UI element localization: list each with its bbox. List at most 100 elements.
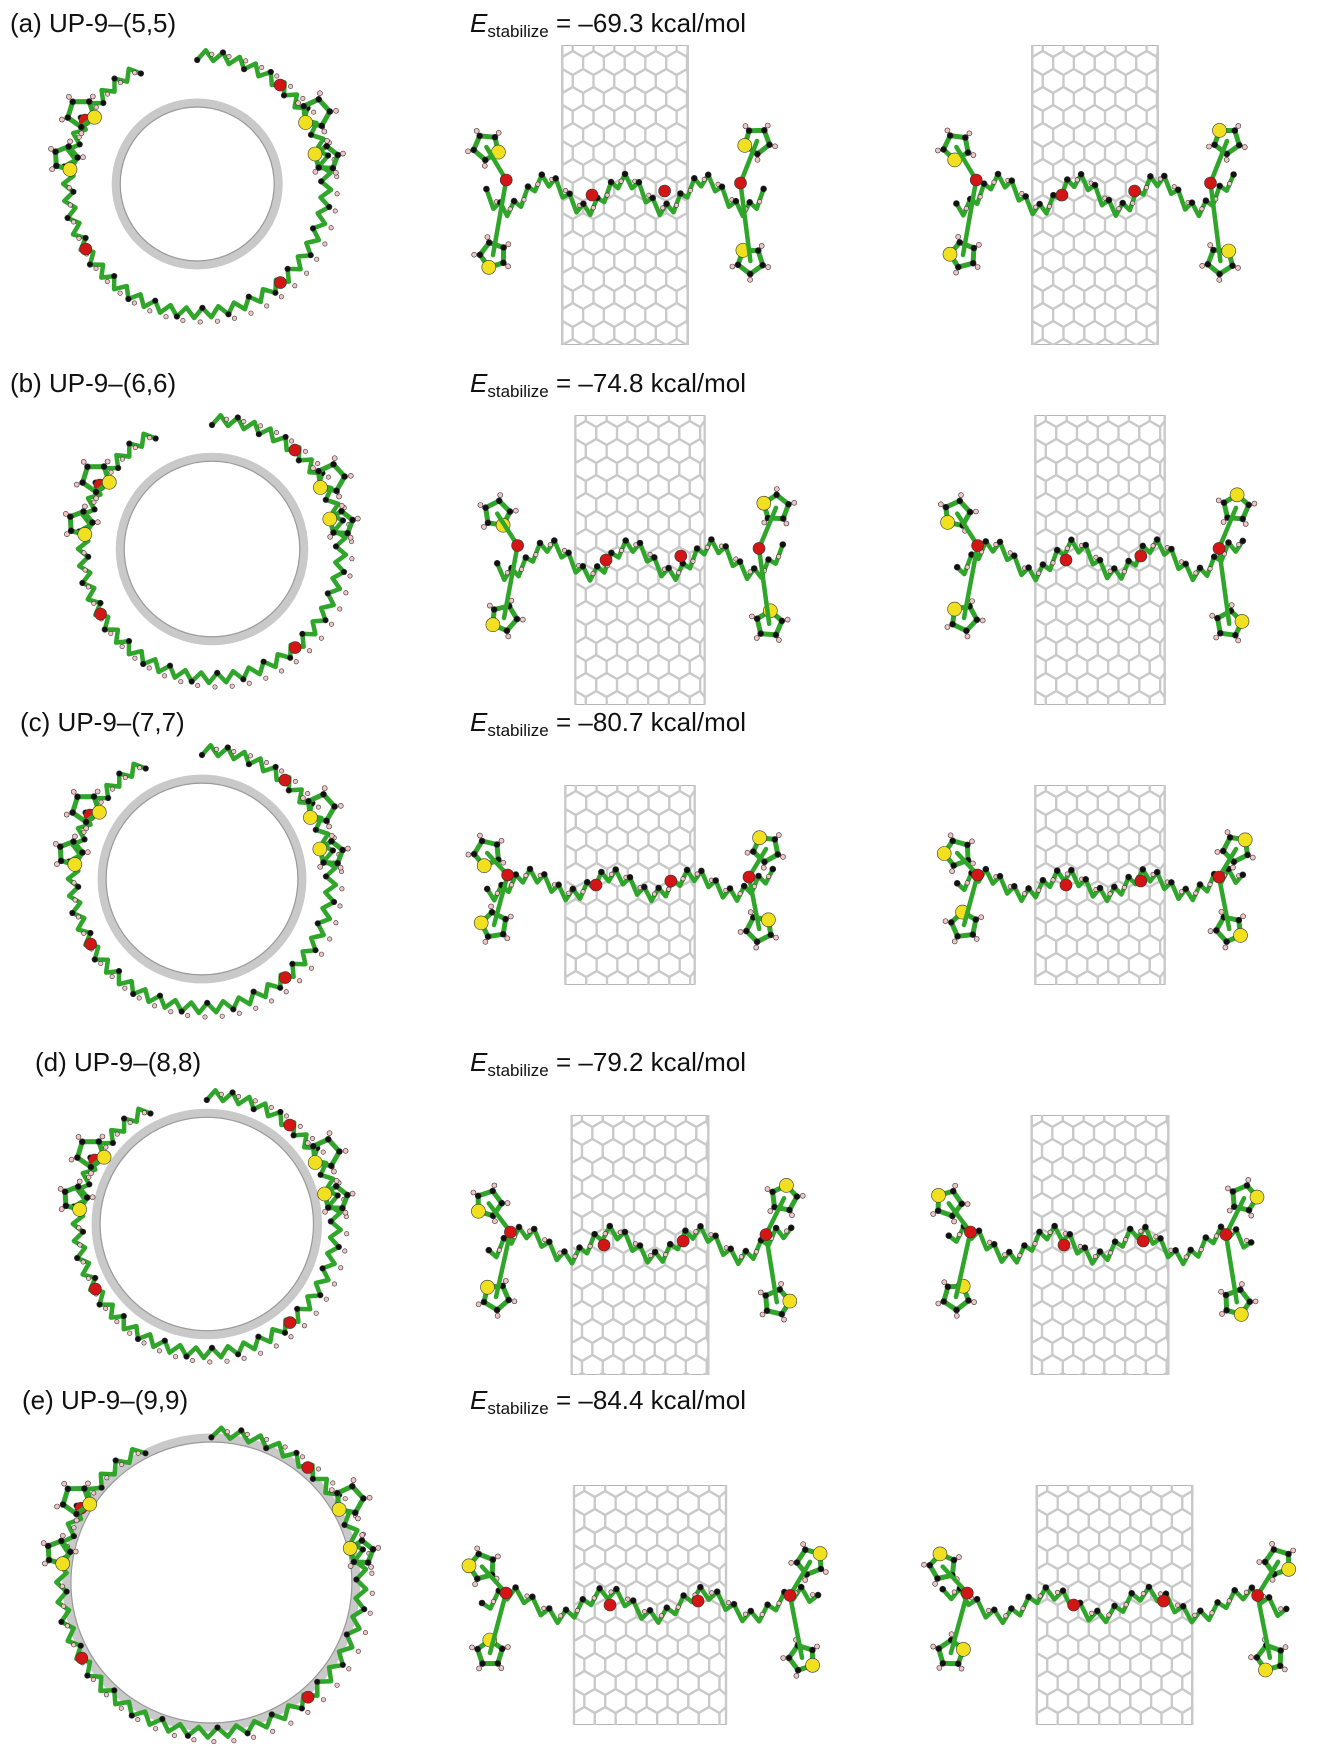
hydrogen-atom — [292, 283, 298, 289]
hydrogen-atom — [103, 1144, 109, 1150]
hydrogen-atom — [754, 157, 761, 163]
hydrogen-atom — [1003, 1613, 1009, 1619]
carbon-atom — [318, 122, 326, 130]
hydrogen-atom — [747, 909, 754, 915]
carbon-atom — [333, 487, 340, 495]
hydrogen-atom — [504, 935, 511, 942]
hydrogen-atom — [936, 1665, 943, 1671]
oxygen-atom — [504, 1225, 517, 1239]
carbon-atom — [494, 1660, 502, 1667]
carbon-atom — [312, 947, 319, 954]
hydrogen-atom — [310, 465, 316, 471]
sulfur-atom — [1229, 487, 1245, 503]
hydrogen-atom — [1037, 1593, 1043, 1599]
hydrogen-atom — [195, 682, 201, 688]
sulfur-atom — [87, 109, 102, 125]
carbon-atom — [281, 1329, 289, 1336]
carbon-atom — [505, 1296, 513, 1304]
hydrogen-atom — [509, 882, 515, 888]
hydrogen-atom — [132, 70, 138, 76]
carbon-atom — [1253, 1654, 1261, 1661]
hydrogen-atom — [1218, 1288, 1224, 1295]
carbon-atom — [92, 1274, 99, 1282]
hydrogen-atom — [1239, 1281, 1245, 1287]
hydrogen-atom — [328, 833, 335, 839]
carbon-atom — [152, 297, 159, 304]
hydrogen-atom — [95, 519, 101, 525]
carbon-atom — [809, 1646, 816, 1654]
carbon-atom — [75, 1183, 82, 1190]
hydrogen-atom — [574, 1608, 580, 1614]
carbon-atom — [323, 142, 331, 150]
side-view-molecule-2 — [935, 45, 1248, 345]
carbon-atom — [74, 1254, 81, 1262]
oxygen-atom — [1067, 1598, 1080, 1612]
hydrogen-atom — [970, 860, 976, 867]
carbon-atom — [183, 1353, 190, 1360]
hydrogen-atom — [781, 1316, 787, 1323]
carbon-atom — [82, 234, 89, 242]
carbon-atom — [353, 1576, 360, 1583]
hydrogen-atom — [313, 1310, 319, 1316]
carbon-atom — [361, 1606, 368, 1613]
hydrogen-atom — [1020, 1605, 1026, 1611]
carbon-atom — [613, 1585, 620, 1593]
carbon-atom — [70, 838, 77, 845]
oxygen-atom — [89, 1282, 102, 1296]
carbon-atom — [44, 1542, 52, 1550]
hydrogen-atom — [486, 602, 493, 609]
hydrogen-atom — [85, 584, 91, 590]
hydrogen-atom — [369, 1590, 375, 1596]
hydrogen-atom — [566, 890, 572, 896]
hydrogen-atom — [477, 502, 484, 508]
hydrogen-atom — [63, 811, 70, 818]
carbon-atom — [1245, 1206, 1253, 1214]
hydrogen-atom — [307, 648, 313, 654]
carbon-atom — [773, 491, 780, 499]
carbon-atom — [198, 751, 206, 759]
hydrogen-atom — [326, 1130, 333, 1137]
carbon-atom — [137, 70, 144, 77]
hydrogen-atom — [119, 456, 125, 462]
carbon-atom — [470, 146, 477, 154]
hydrogen-atom — [507, 206, 513, 212]
carbon-atom — [1223, 1307, 1230, 1314]
hydrogen-atom — [935, 1300, 942, 1307]
carbon-atom — [98, 1484, 105, 1491]
hydrogen-atom — [1192, 1612, 1198, 1618]
panel-label: (c) UP-9–(7,7) — [20, 707, 185, 737]
hydrogen-atom — [947, 832, 954, 839]
carbon-atom — [949, 1212, 956, 1220]
nanotube-ring — [111, 98, 283, 270]
carbon-atom — [1226, 834, 1234, 841]
hydrogen-atom — [764, 1186, 771, 1192]
nanotube-ring — [91, 1108, 322, 1340]
hydrogen-atom — [660, 205, 666, 211]
carbon-atom — [298, 1705, 306, 1712]
hydrogen-atom — [973, 936, 980, 942]
panel-a: (a) UP-9–(5,5) Estabilize = –69.3 kcal/m… — [0, 0, 1319, 345]
hydrogen-atom — [1236, 542, 1242, 548]
carbon-atom — [364, 1559, 372, 1566]
top-view-molecule — [48, 48, 346, 325]
hydrogen-atom — [141, 1110, 147, 1116]
hydrogen-atom — [1235, 123, 1242, 129]
carbon-atom — [152, 435, 159, 442]
sulfur-atom — [1281, 1562, 1297, 1577]
hydrogen-atom — [822, 1569, 829, 1575]
hydrogen-atom — [1064, 545, 1070, 551]
hydrogen-atom — [350, 1477, 357, 1483]
carbon-atom — [294, 1305, 301, 1312]
hydrogen-atom — [75, 1133, 82, 1140]
side-arm — [940, 1564, 970, 1656]
carbon-atom — [1222, 1291, 1230, 1299]
oxygen-atom — [288, 443, 302, 457]
carbon-atom — [83, 1194, 91, 1201]
carbon-atom — [1008, 177, 1016, 184]
carbon-atom — [1247, 1239, 1255, 1246]
carbon-atom — [45, 1556, 53, 1564]
carbon-atom — [740, 882, 748, 890]
hydrogen-atom — [333, 920, 339, 926]
carbon-atom — [1050, 191, 1057, 199]
top-view-molecule — [57, 1088, 356, 1365]
